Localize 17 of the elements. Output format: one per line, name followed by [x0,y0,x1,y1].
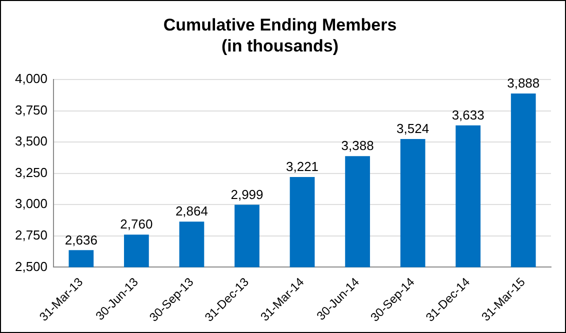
data-label: 3,524 [396,121,430,136]
data-label: 2,636 [64,232,98,248]
y-tick-label: 3,750 [14,102,48,118]
data-label: 3,221 [286,159,319,174]
data-label: 2,999 [230,186,264,202]
chart-title: Cumulative Ending Members (in thousands) [163,15,397,56]
data-label: 3,388 [341,138,374,154]
y-tick-label: 2,500 [14,258,48,274]
data-label: 3,633 [452,108,484,122]
y-tick-label: 3,500 [14,134,48,149]
y-tick-label: 3,000 [14,196,48,212]
data-label: 2,864 [175,204,208,219]
y-tick-label: 3,250 [14,164,48,180]
data-label: 2,760 [120,216,153,232]
y-tick-label: 2,750 [14,227,48,242]
data-label: 3,888 [507,76,540,91]
y-tick-label: 4,000 [14,71,48,86]
